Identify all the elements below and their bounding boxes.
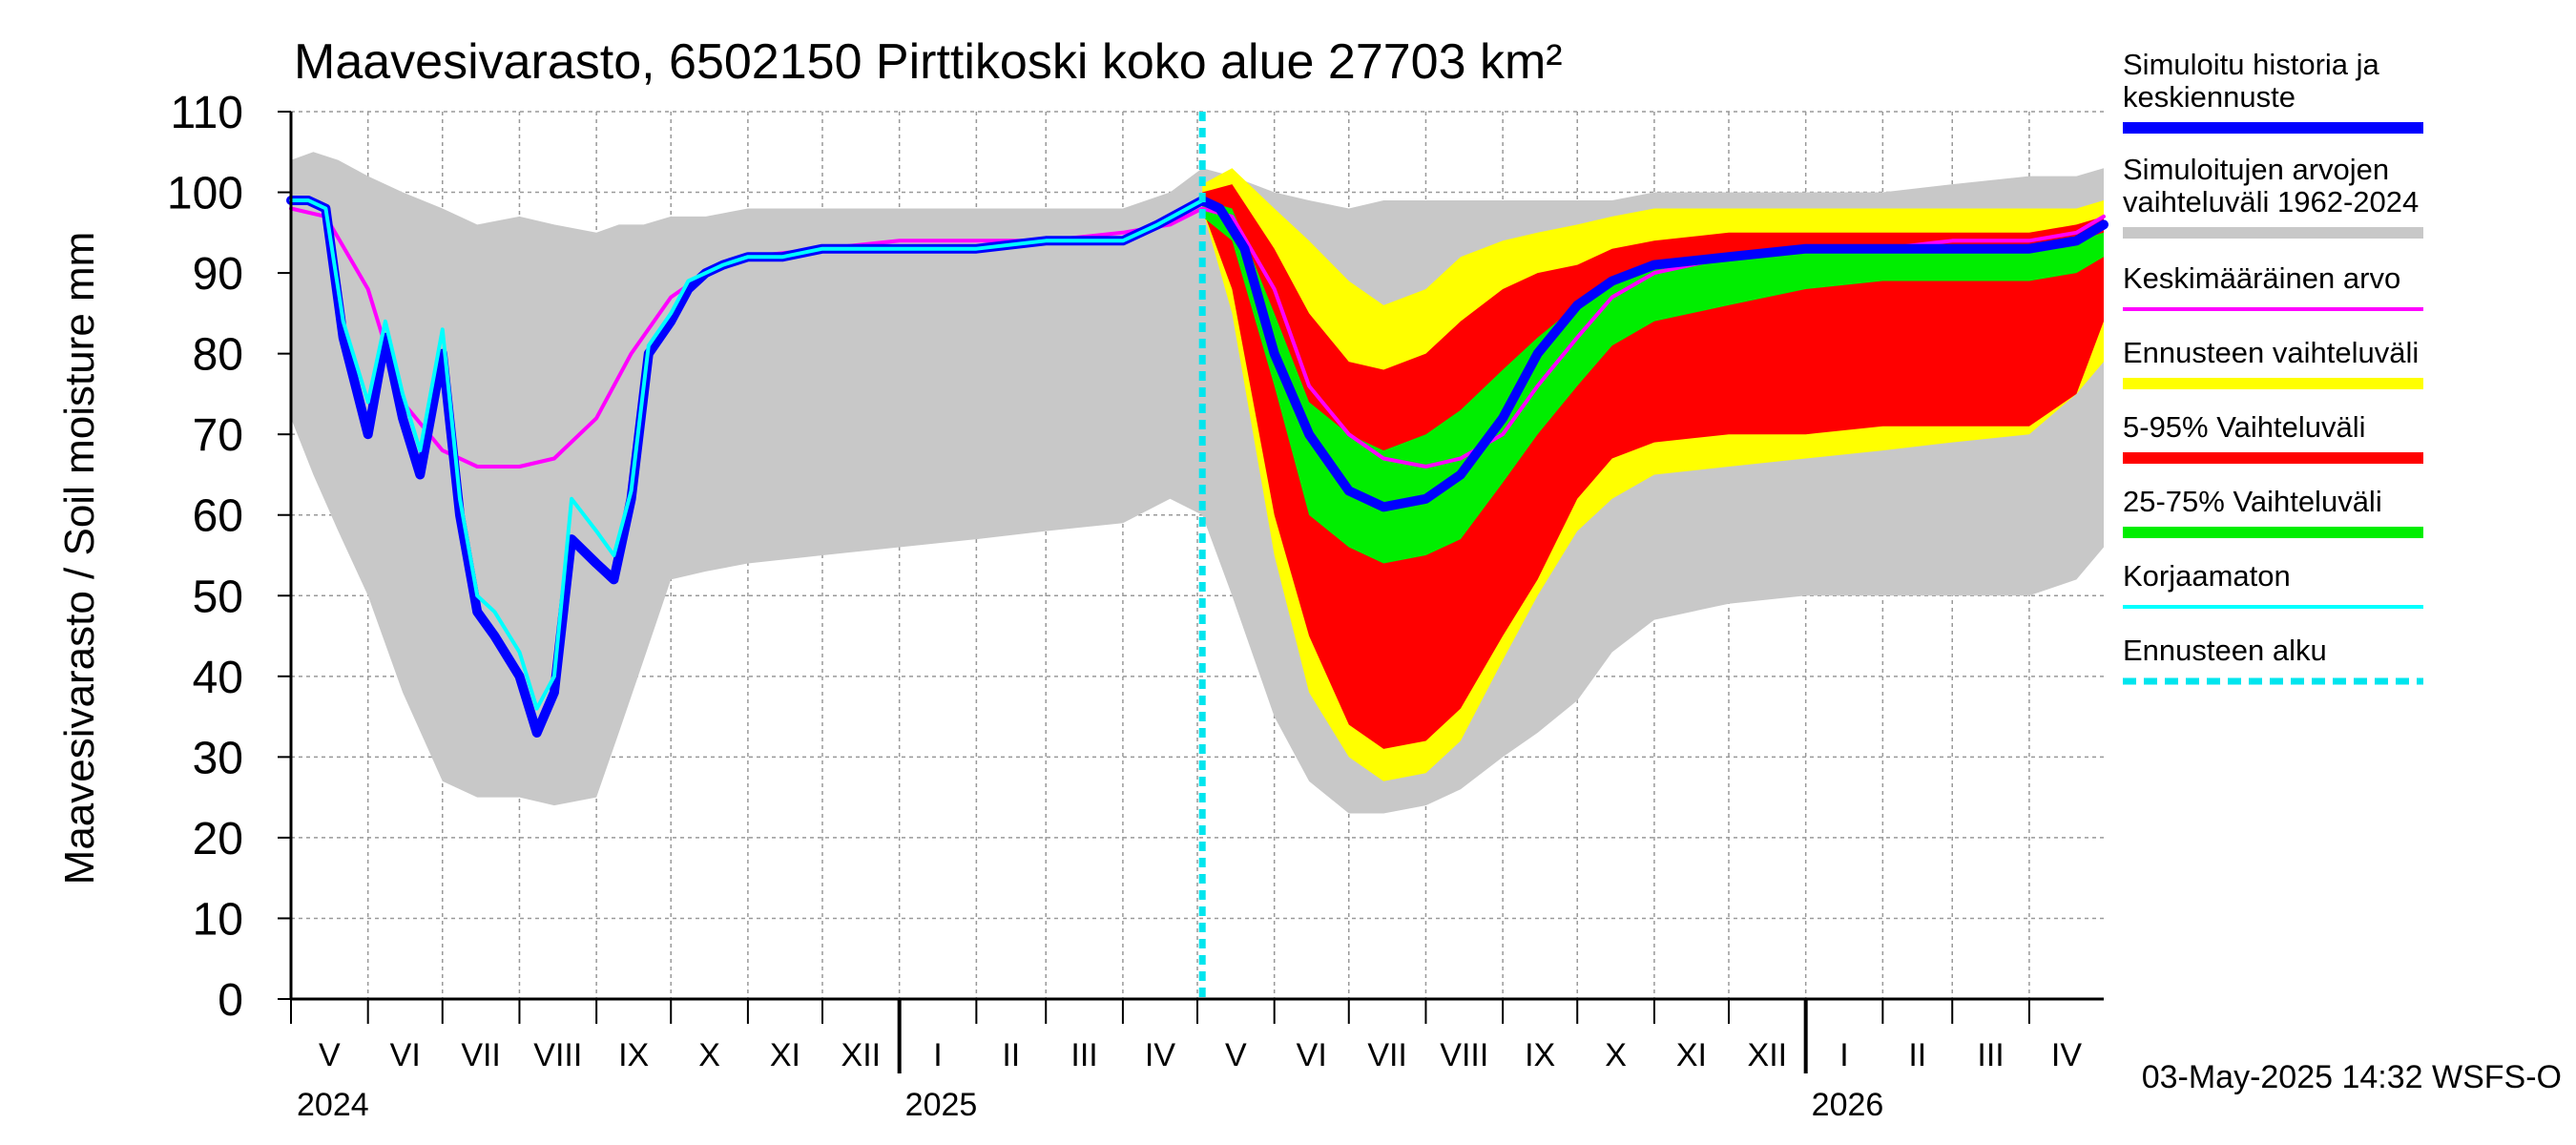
month-label: VII bbox=[1367, 1037, 1407, 1073]
legend-label-forecast_start: Ennusteen alku bbox=[2123, 634, 2327, 667]
month-label: IX bbox=[1525, 1037, 1555, 1073]
month-label: X bbox=[698, 1037, 720, 1073]
month-label: IV bbox=[2051, 1037, 2082, 1073]
legend-label-uncorrected: Korjaamaton bbox=[2123, 559, 2291, 593]
legend-label-simulated: Simuloitu historia ja keskiennuste bbox=[2123, 48, 2380, 114]
y-tick-label: 70 bbox=[193, 410, 243, 461]
y-tick-label: 50 bbox=[193, 572, 243, 622]
y-tick-label: 30 bbox=[193, 733, 243, 783]
data-lines bbox=[286, 112, 2109, 999]
y-tick-label: 80 bbox=[193, 330, 243, 381]
month-label: II bbox=[1908, 1037, 1926, 1073]
month-label: VI bbox=[390, 1037, 421, 1073]
y-tick-labels: 0 10 20 30 40 50 60 70 80 90 100 110 bbox=[167, 88, 243, 1026]
month-label: X bbox=[1605, 1037, 1627, 1073]
month-label: VI bbox=[1297, 1037, 1327, 1073]
month-label: VIII bbox=[1440, 1037, 1488, 1073]
year-label: 2026 bbox=[1812, 1087, 1884, 1123]
month-label: V bbox=[1225, 1037, 1247, 1073]
band-p5_95 bbox=[1202, 184, 2104, 749]
data-bands bbox=[291, 152, 2104, 814]
axes bbox=[278, 111, 2104, 1073]
month-label: XII bbox=[1748, 1037, 1788, 1073]
y-tick-label: 90 bbox=[193, 249, 243, 300]
legend-label-range: Simuloitujen arvojen vaihteluväli 1962-20… bbox=[2123, 153, 2419, 219]
y-tick-label: 100 bbox=[167, 169, 243, 219]
legend-label-mean: Keskimääräinen arvo bbox=[2123, 261, 2400, 295]
legend-label-p5_95: 5-95% Vaihteluväli bbox=[2123, 410, 2365, 444]
y-axis-label: Maavesivarasto / Soil moisture mm bbox=[56, 232, 103, 885]
legend-label-forecast_range: Ennusteen vaihteluväli bbox=[2123, 336, 2419, 369]
month-label: II bbox=[1002, 1037, 1020, 1073]
month-label: XI bbox=[770, 1037, 800, 1073]
x-tick-labels: V VI VII VIII IX X XI XII I II III IV V VI VII VIII IX X X… bbox=[297, 1037, 2082, 1123]
y-tick-label: 60 bbox=[193, 491, 243, 542]
legend: Simuloitu historia ja keskiennuste Simuloi… bbox=[2123, 48, 2423, 685]
y-tick-label: 20 bbox=[193, 814, 243, 864]
month-label: III bbox=[1977, 1037, 2004, 1073]
line-uncorrected bbox=[289, 198, 1205, 711]
year-label: 2024 bbox=[297, 1087, 369, 1123]
month-label: IV bbox=[1145, 1037, 1175, 1073]
footer-timestamp: 03-May-2025 14:32 WSFS-O bbox=[2142, 1059, 2562, 1095]
month-label: XII bbox=[841, 1037, 882, 1073]
month-label: I bbox=[933, 1037, 942, 1073]
year-label: 2025 bbox=[905, 1087, 978, 1123]
month-label: VII bbox=[461, 1037, 501, 1073]
month-label: IX bbox=[618, 1037, 649, 1073]
month-label: V bbox=[319, 1037, 341, 1073]
y-tick-label: 110 bbox=[170, 88, 243, 138]
chart-title: Maavesivarasto, 6502150 Pirttikoski koko… bbox=[294, 34, 1563, 90]
y-tick-label: 0 bbox=[218, 975, 243, 1026]
y-tick-label: 10 bbox=[193, 894, 243, 945]
band-p25_75 bbox=[1202, 200, 2104, 564]
y-tick-label: 40 bbox=[193, 653, 243, 703]
month-label: I bbox=[1839, 1037, 1848, 1073]
month-label: VIII bbox=[533, 1037, 582, 1073]
month-label: III bbox=[1070, 1037, 1097, 1073]
legend-label-p25_75: 25-75% Vaihteluväli bbox=[2123, 485, 2382, 518]
month-label: XI bbox=[1676, 1037, 1707, 1073]
